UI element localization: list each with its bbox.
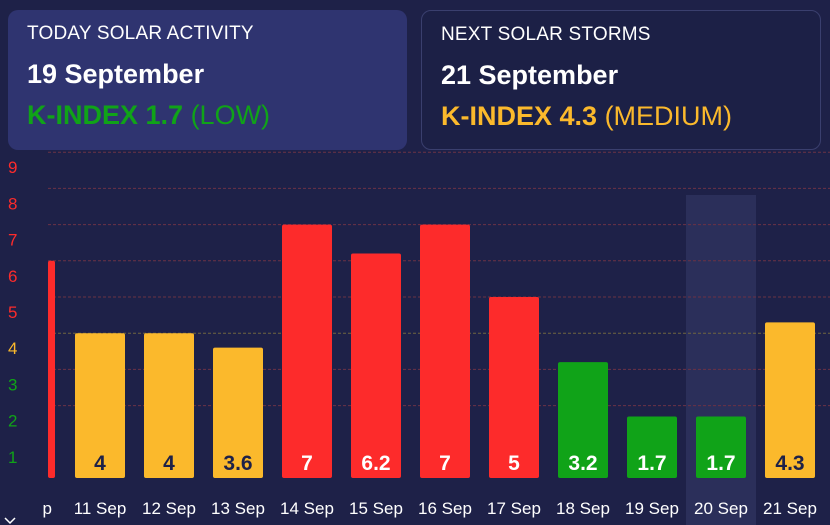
bar-value-label: 1.7 — [706, 452, 735, 475]
bar-value-label: 4 — [163, 452, 175, 475]
x-tick-label: 17 Sep — [487, 499, 541, 518]
x-tick-label: 18 Sep — [556, 499, 610, 518]
x-tick-label: 20 Sep — [694, 499, 748, 518]
y-tick-label: 6 — [8, 267, 17, 286]
bar — [489, 297, 539, 478]
bar — [351, 253, 401, 478]
y-tick-label: 7 — [8, 231, 17, 250]
next-storms-card: NEXT SOLAR STORMS 21 September K-INDEX 4… — [421, 10, 821, 150]
bar — [420, 224, 470, 478]
x-tick-label: 16 Sep — [418, 499, 472, 518]
bar-value-label: 3.2 — [568, 452, 597, 475]
today-activity-card: TODAY SOLAR ACTIVITY 19 September K-INDE… — [8, 10, 407, 150]
today-activity-title: TODAY SOLAR ACTIVITY — [27, 23, 254, 44]
bar — [144, 333, 194, 478]
bar-value-label: 1.7 — [637, 452, 666, 475]
bar-value-label: 4.3 — [775, 452, 804, 475]
chevron-down-icon — [4, 517, 16, 525]
bar — [558, 362, 608, 478]
bar — [765, 322, 815, 478]
x-tick-label: 15 Sep — [349, 499, 403, 518]
next-kindex-level: (MEDIUM) — [604, 101, 733, 131]
next-kindex-value: K-INDEX 4.3 — [441, 101, 598, 131]
bar-value-label: 6.2 — [361, 452, 390, 475]
x-tick-label: 11 Sep — [74, 499, 127, 518]
x-tick-label: p — [43, 499, 52, 518]
bar-value-label: 7 — [301, 452, 313, 475]
y-tick-label: 5 — [8, 303, 17, 322]
x-tick-label: 19 Sep — [625, 499, 679, 518]
bar-value-label: 4 — [94, 452, 106, 475]
next-storm-date: 21 September — [441, 60, 619, 90]
y-tick-label: 3 — [8, 375, 17, 394]
today-kindex-value: K-INDEX 1.7 — [27, 100, 184, 130]
y-tick-label: 9 — [8, 158, 17, 177]
bar — [75, 333, 125, 478]
y-tick-label: 2 — [8, 412, 17, 431]
x-tick-label: 12 Sep — [142, 499, 196, 518]
x-tick-label: 14 Sep — [280, 499, 334, 518]
bar — [627, 416, 677, 478]
bar — [48, 260, 55, 478]
y-tick-label: 1 — [8, 448, 17, 467]
next-kindex: K-INDEX 4.3 (MEDIUM) — [441, 101, 801, 132]
today-kindex-level: (LOW) — [190, 100, 271, 130]
x-tick-label: 13 Sep — [211, 499, 265, 518]
x-tick-label: 21 Sep — [763, 499, 817, 518]
bar — [282, 224, 332, 478]
bar-value-label: 7 — [439, 452, 451, 475]
bar-value-label: 3.6 — [223, 452, 252, 475]
y-tick-label: 4 — [8, 339, 17, 358]
bar — [213, 347, 263, 478]
next-storms-title: NEXT SOLAR STORMS — [441, 24, 651, 45]
bar — [696, 416, 746, 478]
today-kindex: K-INDEX 1.7 (LOW) — [27, 100, 388, 131]
y-tick-label: 8 — [8, 194, 17, 213]
bar-value-label: 5 — [508, 452, 520, 475]
today-date: 19 September — [27, 59, 205, 89]
